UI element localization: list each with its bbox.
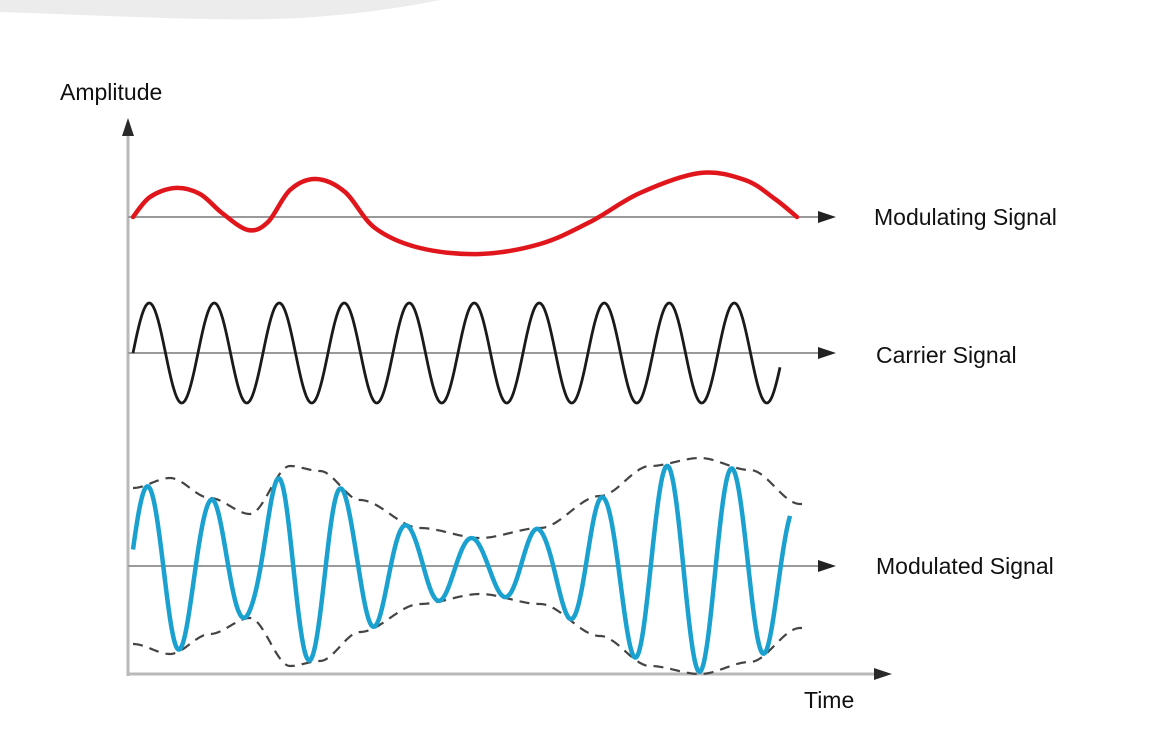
modulated-signal-curve <box>130 463 793 674</box>
modulating-signal-label: Modulating Signal <box>874 204 1057 230</box>
y-axis-arrow <box>122 118 134 136</box>
y-axis-label: Amplitude <box>60 79 162 105</box>
modulating-baseline-arrow <box>818 211 836 223</box>
carrier-baseline-arrow <box>818 347 836 359</box>
modulated-baseline-arrow <box>818 560 836 572</box>
signal-baselines <box>128 211 836 572</box>
carrier-signal-curve <box>131 301 782 405</box>
x-axis-label: Time <box>804 687 854 713</box>
main-axes <box>122 118 892 680</box>
top-edge-shading <box>0 0 440 20</box>
modulating-signal-curve <box>130 170 800 257</box>
modulated-envelope-upper <box>133 456 805 540</box>
x-axis-arrow <box>874 668 892 680</box>
carrier-signal-label: Carrier Signal <box>876 342 1017 368</box>
modulated-signal-label: Modulated Signal <box>876 553 1054 579</box>
